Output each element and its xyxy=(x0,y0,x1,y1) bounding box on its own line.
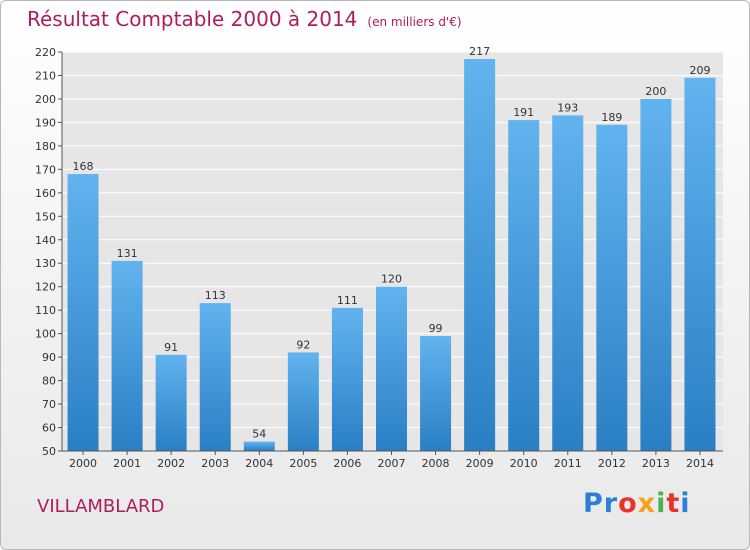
x-tick-label-2011: 2011 xyxy=(554,457,582,470)
data-label-2000: 168 xyxy=(73,160,94,173)
data-label-2008: 99 xyxy=(429,322,443,335)
data-label-2009: 217 xyxy=(469,45,490,58)
bar-2004 xyxy=(243,441,275,451)
y-tick-label: 70 xyxy=(42,398,56,411)
x-tick-label-2010: 2010 xyxy=(510,457,538,470)
data-label-2006: 111 xyxy=(337,294,358,307)
bar-2003 xyxy=(199,303,231,451)
x-tick-label-2013: 2013 xyxy=(642,457,670,470)
x-tick-label-2009: 2009 xyxy=(466,457,494,470)
bar-2012 xyxy=(596,124,628,452)
y-tick-label: 180 xyxy=(35,140,56,153)
logo-part: o xyxy=(618,488,638,519)
x-tick-label-2012: 2012 xyxy=(598,457,626,470)
x-tick-label-2000: 2000 xyxy=(69,457,97,470)
bar-2013 xyxy=(640,98,672,452)
label-layer: 168 131 91 113 54 92 111 120 99 217 191 193 189 200 20… xyxy=(73,45,711,441)
bar-2008 xyxy=(420,335,452,451)
y-tick-label: 160 xyxy=(35,187,56,200)
y-tick-label: 220 xyxy=(35,46,56,59)
y-tick-label: 150 xyxy=(35,210,56,223)
y-tick-label: 170 xyxy=(35,163,56,176)
data-label-2012: 189 xyxy=(601,111,622,124)
data-label-2011: 193 xyxy=(557,101,578,114)
logo-part: i xyxy=(656,488,667,519)
y-tick-label: 140 xyxy=(35,234,56,247)
y-tick-label: 100 xyxy=(35,328,56,341)
x-tick-label-2004: 2004 xyxy=(245,457,273,470)
y-tick-label: 210 xyxy=(35,69,56,82)
x-tick-label-2005: 2005 xyxy=(289,457,317,470)
proxiti-logo: Proxiti xyxy=(583,488,691,519)
logo-part: x xyxy=(637,488,657,519)
y-tick-label: 60 xyxy=(42,422,56,435)
x-tick-label-2006: 2006 xyxy=(333,457,361,470)
y-tick-label: 110 xyxy=(35,304,56,317)
data-label-2014: 209 xyxy=(689,64,710,77)
data-label-2007: 120 xyxy=(381,273,402,286)
bar-2005 xyxy=(287,352,319,451)
y-tick-label: 190 xyxy=(35,116,56,129)
logo-part: t xyxy=(666,488,681,519)
x-tick-label-2014: 2014 xyxy=(686,457,714,470)
y-tick-label: 120 xyxy=(35,281,56,294)
data-label-2001: 131 xyxy=(117,247,138,260)
x-tick-label-2001: 2001 xyxy=(113,457,141,470)
chart-title-text: Résultat Comptable 2000 à 2014 xyxy=(27,7,358,31)
bar-2011 xyxy=(552,115,584,451)
logo-part: i xyxy=(680,488,691,519)
chart-title: Résultat Comptable 2000 à 2014 (en millie… xyxy=(27,7,462,31)
bar-2007 xyxy=(376,286,407,451)
y-tick-label: 200 xyxy=(35,93,56,106)
data-label-2013: 200 xyxy=(645,85,666,98)
x-tick-label-2008: 2008 xyxy=(422,457,450,470)
bar-2001 xyxy=(111,260,143,451)
logo-part: Pr xyxy=(583,488,619,519)
x-tick-label-2007: 2007 xyxy=(378,457,406,470)
y-tick-label: 50 xyxy=(42,445,56,458)
y-tick-label: 80 xyxy=(42,375,56,388)
bar-2002 xyxy=(155,354,187,451)
bar-2000 xyxy=(67,174,99,451)
y-tick-label: 130 xyxy=(35,257,56,270)
town-name: VILLAMBLARD xyxy=(37,496,165,517)
y-tick-label: 90 xyxy=(42,351,56,364)
data-label-2002: 91 xyxy=(164,341,178,354)
bar-2014 xyxy=(684,77,716,451)
x-tick-label-2002: 2002 xyxy=(157,457,185,470)
chart-subtitle: (en milliers d'€) xyxy=(367,15,462,29)
bar-2006 xyxy=(331,307,363,451)
data-label-2004: 54 xyxy=(252,428,266,441)
data-label-2005: 92 xyxy=(296,338,310,351)
bar-2010 xyxy=(508,120,540,452)
bar-2009 xyxy=(464,59,496,452)
axis-layer: 50 60 70 80 90 100 110 120 130 140 150 160 170 180 190… xyxy=(35,46,723,470)
data-label-2003: 113 xyxy=(205,289,226,302)
x-tick-label-2003: 2003 xyxy=(201,457,229,470)
data-label-2010: 191 xyxy=(513,106,534,119)
bar-layer xyxy=(67,59,716,452)
